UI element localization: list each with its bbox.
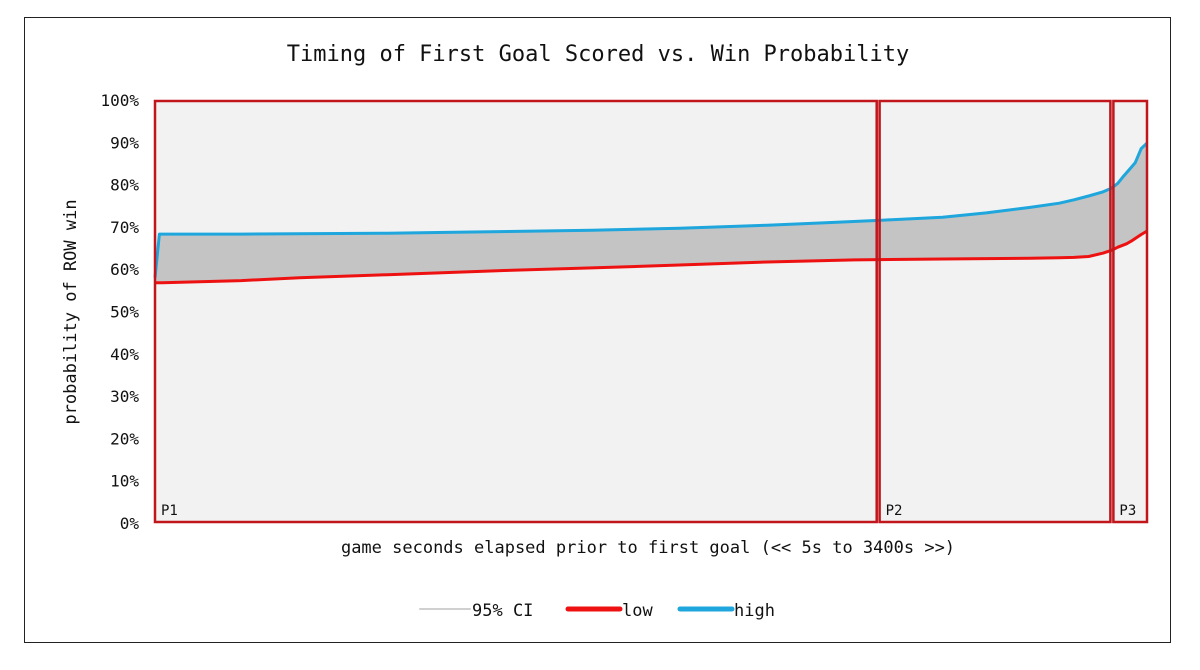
legend-label: high [734, 601, 775, 621]
series-line-low [155, 229, 1148, 285]
y-tick-label: 100% [100, 91, 139, 110]
period-box-p3 [1112, 99, 1149, 524]
y-tick-label: 0% [120, 514, 140, 533]
legend-label: low [622, 601, 653, 621]
confidence-band [155, 143, 1147, 283]
plot-area [155, 100, 1147, 523]
series-line-high [153, 142, 1149, 278]
y-tick-label: 70% [110, 218, 139, 237]
period-label-p1: P1 [161, 503, 178, 519]
period-box-p2 [878, 99, 1112, 524]
legend: 95% CI low high [419, 601, 775, 621]
legend-label: 95% CI [472, 601, 533, 621]
period-box-p1 [153, 99, 878, 524]
ci-band [155, 143, 1147, 283]
chart-title: Timing of First Goal Scored vs. Win Prob… [287, 42, 910, 67]
y-axis-label: probability of ROW win [61, 199, 81, 424]
y-axis-ticks: 0% 10% 20% 30% 40% 50% 60% 70% 80% 90% 100% [100, 91, 139, 533]
y-tick-label: 10% [110, 472, 139, 491]
y-tick-label: 40% [110, 345, 139, 364]
y-tick-label: 50% [110, 303, 139, 322]
y-tick-label: 90% [110, 133, 139, 152]
y-tick-label: 20% [110, 429, 139, 448]
y-tick-label: 60% [110, 260, 139, 279]
y-tick-label: 30% [110, 387, 139, 406]
x-axis-label: game seconds elapsed prior to first goal… [341, 538, 955, 558]
series-lines [153, 142, 1149, 285]
period-label-p2: P2 [886, 503, 903, 519]
y-tick-label: 80% [110, 176, 139, 195]
period-label-p3: P3 [1119, 503, 1136, 519]
period-boxes: P1 P2 P3 [153, 99, 1149, 524]
